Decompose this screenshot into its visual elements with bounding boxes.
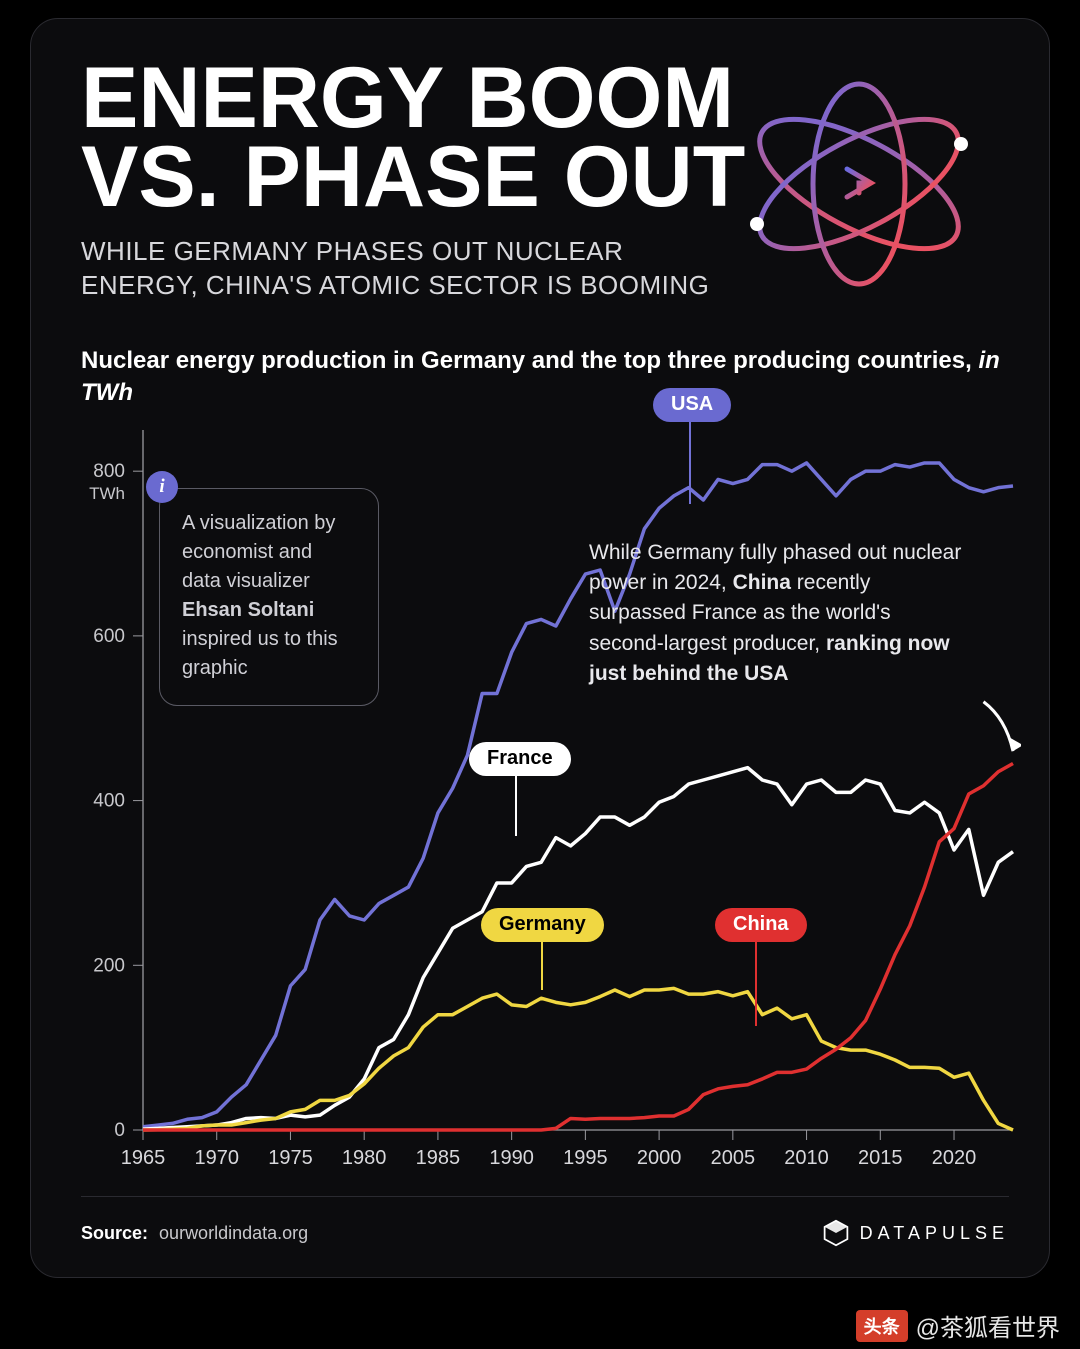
annotation: While Germany fully phased out nuclear p… [589,538,969,690]
subtitle: WHILE GERMANY PHASES OUT NUCLEAR ENERGY,… [81,235,721,303]
svg-text:200: 200 [93,955,125,976]
chart-title-text: Nuclear energy production in Germany and… [81,347,978,374]
brand: DATAPULSE [822,1219,1009,1247]
watermark-text: @茶狐看世界 [916,1308,1060,1343]
label-pill-usa: USA [653,388,731,422]
svg-text:1985: 1985 [416,1147,461,1169]
svg-text:1990: 1990 [489,1147,533,1169]
infographic-card: ENERGY BOOM VS. PHASE OUT WHILE GERMANY … [30,18,1050,1278]
info-box: i A visualization by economist and data … [159,488,379,706]
chart-title: Nuclear energy production in Germany and… [81,345,1009,410]
atom-icon [729,74,989,294]
svg-text:2020: 2020 [932,1147,977,1169]
svg-text:1970: 1970 [194,1147,239,1169]
svg-text:1975: 1975 [268,1147,313,1169]
svg-text:1980: 1980 [342,1147,387,1169]
title-line-2: VS. PHASE OUT [81,129,745,225]
leader-china [755,942,757,1026]
svg-text:1995: 1995 [563,1147,608,1169]
svg-text:0: 0 [114,1120,125,1141]
svg-text:600: 600 [93,625,125,646]
info-icon: i [146,471,178,503]
label-pill-germany: Germany [481,908,604,942]
series-china [143,763,1013,1129]
leader-usa [689,422,691,504]
line-chart: 0 200 400 600 800 TWh 1965 1970 1975 1980 1985 1990… [81,430,1021,1190]
svg-text:2015: 2015 [858,1147,903,1169]
label-pill-china: China [715,908,807,942]
brand-logo-icon [822,1219,850,1247]
svg-text:2000: 2000 [637,1147,682,1169]
leader-germany [541,942,543,990]
svg-text:800: 800 [93,461,125,482]
series-france [143,767,1013,1129]
svg-text:400: 400 [93,790,125,811]
brand-text: DATAPULSE [860,1223,1009,1244]
series-germany [143,988,1013,1130]
watermark-badge: 头条 [856,1310,908,1342]
label-pill-france: France [469,742,571,776]
svg-text:TWh: TWh [89,484,125,503]
leader-france [515,776,517,836]
svg-text:1965: 1965 [121,1147,166,1169]
svg-text:2005: 2005 [711,1147,756,1169]
watermark: 头条 @茶狐看世界 [856,1308,1060,1343]
source: Source: ourworldindata.org [81,1223,308,1244]
svg-text:2010: 2010 [784,1147,829,1169]
footer: Source: ourworldindata.org DATAPULSE [81,1196,1009,1247]
